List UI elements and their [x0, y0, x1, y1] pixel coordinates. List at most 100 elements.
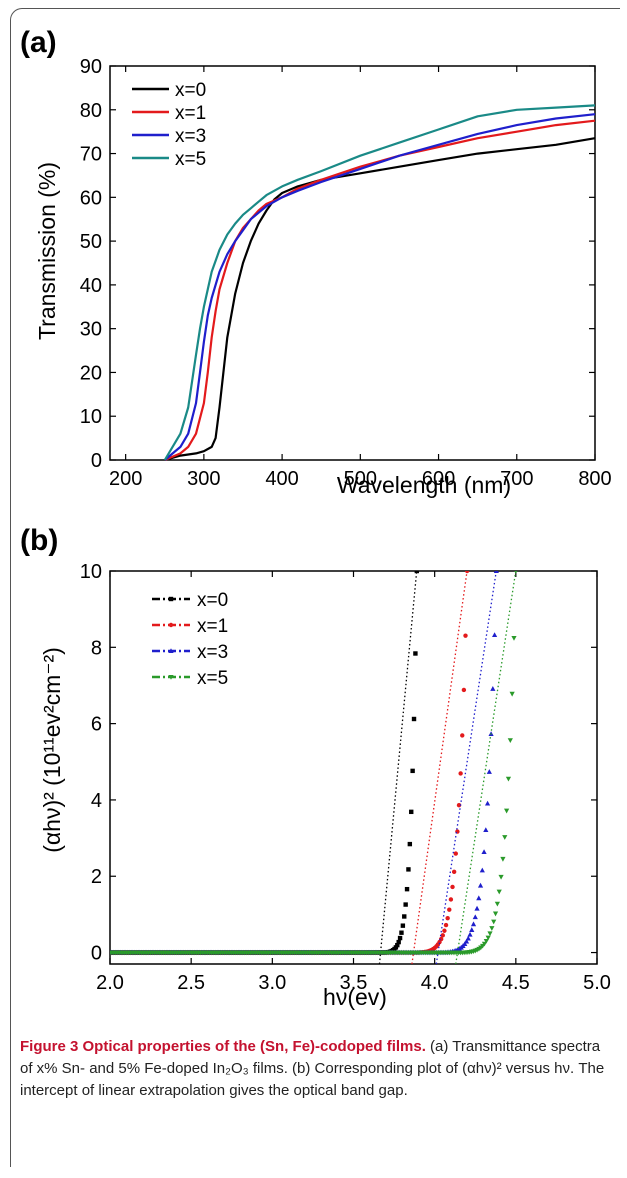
chart-a-xlabel: Wavelength (nm)	[337, 472, 511, 498]
x-tick-label-a: 800	[578, 468, 611, 490]
legend-label-b-3: x=5	[197, 668, 228, 689]
data-point-b-3	[483, 939, 489, 944]
data-point-b-1	[447, 907, 452, 912]
panel-b-label: (b)	[20, 524, 58, 557]
data-point-b-3	[489, 926, 495, 931]
x-tick-label-a: 500	[344, 468, 377, 490]
data-point-b-1	[440, 933, 445, 938]
data-point-b-0	[410, 768, 415, 774]
series-line-a-0	[164, 137, 596, 462]
caption-text: (a) Transmittance spectra of x% Sn- and …	[20, 1038, 605, 1099]
panel-a-label: (a)	[20, 26, 57, 59]
extrapolation-line-b-2	[435, 571, 497, 964]
data-point-b-2	[463, 938, 470, 944]
data-point-b-3	[502, 835, 508, 840]
plot-b-series-group	[110, 571, 518, 964]
legend-marker-b-1	[168, 622, 174, 628]
legend-label-b-1: x=1	[197, 616, 228, 637]
y-tick-label-b: 6	[91, 714, 102, 736]
chart-a: 200 300 400 500 600 700 800 0 10 20 30 40 50 60 70 80 90…	[80, 56, 612, 490]
plot-area-a	[109, 65, 596, 461]
x-tick-label-b: 3.5	[340, 972, 368, 994]
data-point-b-2	[486, 769, 492, 774]
data-point-b-2	[467, 931, 473, 937]
y-tick-label-b: 8	[91, 637, 102, 659]
data-point-b-0	[395, 942, 400, 948]
y-tick-label-a: 90	[80, 56, 102, 78]
data-point-b-2	[491, 632, 498, 638]
data-point-b-0	[406, 867, 411, 872]
caption-title: Figure 3 Optical properties of the (Sn, …	[20, 1038, 426, 1055]
data-point-b-0	[407, 841, 413, 847]
y-tick-label-b: 2	[91, 866, 102, 888]
data-point-b-0	[411, 716, 417, 722]
figure-caption: Figure 3 Optical properties of the (Sn, …	[20, 1036, 615, 1102]
legend-label-b-0: x=0	[197, 590, 228, 611]
data-point-b-0	[413, 651, 418, 656]
legend-marker-b-3	[168, 675, 174, 680]
x-tick-label-b: 2.5	[177, 972, 205, 994]
legend-label-b-2: x=3	[197, 642, 228, 663]
data-point-b-3	[511, 635, 517, 641]
data-point-b-0	[400, 923, 406, 928]
extrapolation-line-b-3	[455, 571, 517, 964]
x-tick-label-a: 600	[422, 468, 455, 490]
data-point-b-2	[472, 914, 478, 920]
chart-b-xlabel: hν(ev)	[323, 984, 387, 1010]
y-tick-label-a: 30	[80, 319, 102, 341]
data-point-b-0	[414, 571, 420, 574]
legend-label-a-3: x=5	[175, 149, 206, 170]
x-tick-label-a: 200	[109, 468, 142, 490]
data-point-b-1	[461, 687, 467, 693]
data-point-b-2	[476, 895, 482, 901]
data-point-b-3	[509, 691, 515, 697]
series-line-a-1	[164, 119, 596, 462]
x-tick-label-a: 700	[500, 468, 533, 490]
data-point-b-3	[500, 856, 506, 862]
y-tick-label-a: 70	[80, 144, 102, 166]
legend-label-a-1: x=1	[175, 103, 206, 124]
data-point-b-1	[458, 771, 463, 776]
y-tick-label-a: 10	[80, 406, 102, 428]
x-tick-label-a: 400	[265, 468, 298, 490]
y-tick-label-a: 60	[80, 187, 102, 209]
x-tick-label-b: 3.0	[258, 972, 286, 994]
data-point-b-1	[464, 571, 470, 574]
data-point-b-0	[396, 939, 401, 945]
y-tick-label-b: 4	[91, 790, 102, 812]
legend-marker-b-2	[168, 648, 174, 653]
figure-frame	[10, 8, 620, 1167]
data-point-b-1	[463, 633, 468, 638]
data-point-b-3	[487, 931, 493, 937]
x-tick-label-b: 5.0	[583, 972, 611, 994]
data-point-b-0	[404, 886, 410, 892]
y-tick-label-a: 20	[80, 362, 102, 384]
figure-svg: (a) 200 300 400 500 600 700 800010203040506070…	[20, 26, 612, 1010]
data-point-b-0	[402, 914, 407, 919]
data-point-b-3	[504, 808, 510, 814]
legend-marker-b-0	[168, 596, 174, 602]
data-point-b-3	[507, 738, 513, 743]
data-point-b-2	[462, 941, 468, 947]
data-point-b-3	[485, 935, 491, 941]
data-point-b-2	[465, 935, 471, 941]
series-line-a-3	[163, 104, 596, 461]
chart-b: 2.0 2.5 3.0 3.5 4.0 4.5 5.0 0 2 4 6 8 10 x=0 x=1 x=3 x=5	[80, 561, 611, 994]
data-point-b-3	[494, 901, 500, 907]
data-point-b-1	[456, 802, 462, 808]
data-point-b-1	[442, 928, 447, 933]
data-point-b-0	[397, 935, 403, 941]
data-point-b-3	[492, 911, 499, 917]
plot-area-b	[109, 570, 598, 965]
y-tick-label-a: 0	[91, 450, 102, 472]
data-point-b-2	[490, 686, 496, 691]
data-point-b-3	[505, 776, 512, 782]
data-point-b-1	[448, 897, 454, 902]
data-point-b-0	[409, 809, 414, 815]
extrapolation-line-b-1	[411, 571, 468, 964]
data-point-b-1	[460, 733, 465, 738]
x-tick-label-b: 4.0	[421, 972, 449, 994]
data-point-b-3	[491, 919, 497, 925]
data-point-b-3	[496, 889, 502, 895]
data-point-b-2	[479, 867, 485, 873]
